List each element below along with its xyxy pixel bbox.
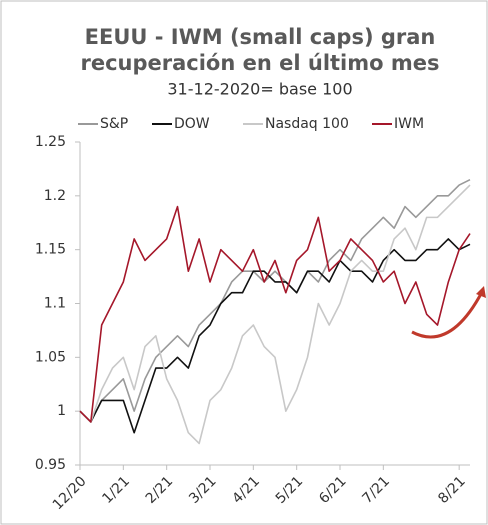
- chart-subtitle: 31-12-2020= base 100: [167, 80, 352, 99]
- legend-label: IWM: [394, 116, 424, 132]
- y-tick-label: 1: [57, 403, 66, 419]
- annotation-arrowhead: [476, 286, 486, 298]
- y-tick-label: 1.15: [35, 242, 66, 258]
- y-tick-label: 1.05: [35, 349, 66, 365]
- annotation-arrow: [411, 291, 484, 339]
- y-tick-label: 0.95: [35, 457, 66, 473]
- chart-title: recuperación en el último mes: [80, 51, 439, 75]
- legend-label: DOW: [174, 116, 210, 132]
- legend-label: S&P: [100, 116, 128, 132]
- y-tick-label: 1.1: [44, 296, 66, 312]
- series-line: [79, 178, 471, 423]
- series-line: [79, 184, 471, 445]
- y-tick-label: 1.2: [44, 188, 66, 204]
- legend-label: Nasdaq 100: [265, 116, 349, 132]
- chart-title: EEUU - IWM (small caps) gran: [85, 25, 436, 49]
- y-tick-label: 1.25: [35, 134, 66, 150]
- series-line: [79, 238, 471, 434]
- series-line: [79, 205, 471, 423]
